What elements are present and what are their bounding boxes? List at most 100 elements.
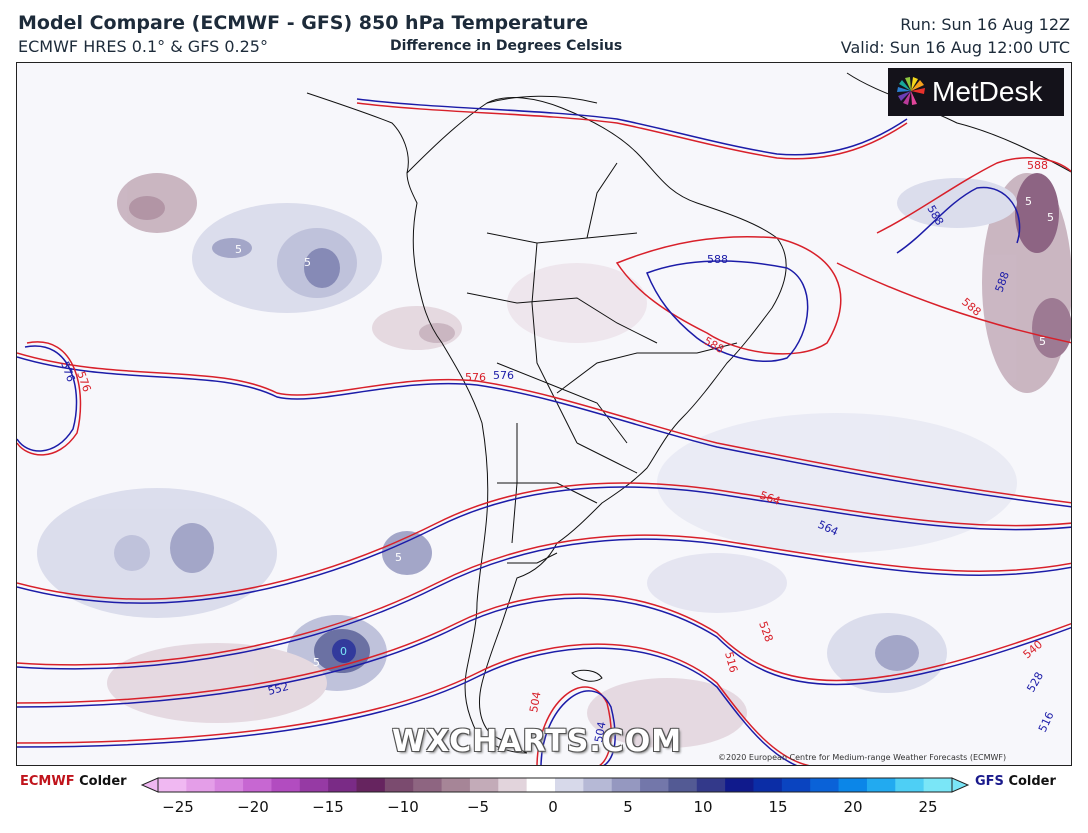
shading-blob — [170, 523, 214, 573]
colorbar-cell — [328, 778, 357, 792]
contour-label: 5 — [1047, 211, 1054, 224]
contour-label: 576 — [493, 369, 514, 382]
coastlines — [306, 72, 1071, 754]
country-border — [497, 482, 598, 504]
contour-label: 576 — [58, 360, 77, 384]
contour-label: 588 — [959, 295, 983, 318]
colorbar-cell — [384, 778, 414, 792]
contour-north-gfs — [356, 98, 908, 156]
contour-label: 0 — [340, 645, 347, 658]
contour-label: 576 — [74, 370, 93, 394]
country-border — [556, 342, 738, 394]
colorbar-tick-label: 10 — [693, 798, 713, 816]
legend-ecmwf-model: ECMWF — [20, 774, 75, 789]
colorbar-right-arrow — [951, 777, 970, 793]
contour-label: 5 — [235, 243, 242, 256]
logo-text: MetDesk — [932, 76, 1043, 107]
colorbar-tick-label: 0 — [548, 798, 558, 816]
contour-576-loop-gfs — [17, 345, 78, 452]
contour-564-ecmwf — [17, 482, 1071, 600]
shading-blob — [212, 238, 252, 258]
country-border — [496, 362, 628, 444]
model-subtitle: ECMWF HRES 0.1° & GFS 0.25° — [18, 37, 268, 56]
shading-blob — [507, 263, 647, 343]
header: Model Compare (ECMWF - GFS) 850 hPa Temp… — [0, 0, 1088, 62]
contour-576-loop-ecmwf — [17, 341, 82, 456]
contour-504-gfs — [540, 690, 616, 765]
shading-blob — [1032, 298, 1071, 358]
metdesk-logo-icon — [897, 77, 925, 105]
colorbar-cell — [413, 778, 443, 792]
country-border — [531, 242, 578, 444]
contour-label: 5 — [395, 551, 402, 564]
colorbar-tick-label: −15 — [312, 798, 344, 816]
colorbar-cell — [498, 778, 528, 792]
map-canvas: 576 576 576 576 588 588 588 588 588 588 … — [17, 72, 1071, 765]
colorbar-cell — [810, 778, 840, 792]
colorbar-cell — [583, 778, 613, 792]
colorbar-tick-label: −5 — [466, 798, 490, 816]
colorbar — [140, 777, 970, 793]
country-border — [486, 232, 638, 244]
colorbar-cell — [214, 778, 244, 792]
colorbar-cell — [696, 778, 726, 792]
legend-right-label: GFS Colder — [975, 774, 1056, 789]
shading-blob — [897, 178, 1017, 228]
shading-blob — [647, 553, 787, 613]
shading-blob — [107, 643, 327, 723]
shading-blob — [114, 535, 150, 571]
contour-528-gfs — [17, 647, 798, 765]
contour-540-ecmwf — [17, 593, 1071, 704]
contour-label: 5 — [1025, 195, 1032, 208]
country-border — [576, 442, 638, 474]
contour-label: 528 — [1024, 670, 1046, 695]
shading-blob — [875, 635, 919, 671]
contour-576-gfs — [17, 356, 1071, 508]
contour-label: 504 — [592, 721, 608, 744]
colorbar-tick-label: −20 — [237, 798, 269, 816]
contour-label: 516 — [1036, 710, 1057, 735]
colorbar-cell — [243, 778, 272, 792]
copyright-note: ©2020 European Centre for Medium-range W… — [718, 753, 1007, 762]
shading-blob — [419, 323, 455, 343]
country-border — [586, 162, 618, 239]
africa-coast — [846, 72, 1071, 173]
contour-588-east-ecmwf — [836, 262, 1071, 344]
shading-blob — [304, 248, 340, 288]
contour-north-ecmwf — [356, 102, 908, 160]
country-border — [466, 292, 658, 344]
colorbar-tick-label: 15 — [768, 798, 788, 816]
contour-576-ecmwf — [17, 352, 1071, 504]
shading-blob — [129, 196, 165, 220]
contour-label: 504 — [527, 691, 543, 714]
contour-label: 5 — [313, 656, 320, 669]
contour-label: 516 — [722, 650, 740, 674]
caribbean-coast — [486, 95, 598, 104]
falklands-coast — [571, 669, 603, 682]
difference-shading — [37, 173, 1071, 748]
contour-588-north-gfs — [896, 186, 1021, 254]
contours — [17, 98, 1071, 765]
colorbar-cell — [441, 778, 471, 792]
colorbar-cell — [866, 778, 896, 792]
metdesk-logo: MetDesk — [888, 68, 1064, 116]
contour-588-gfs — [646, 260, 809, 362]
shading-blob — [382, 531, 432, 575]
colorbar-cell — [611, 778, 641, 792]
contour-label: 5 — [304, 256, 311, 269]
valid-time: Valid: Sun 16 Aug 12:00 UTC — [840, 38, 1070, 57]
country-border — [507, 552, 558, 564]
contour-label: 528 — [756, 620, 775, 644]
colorbar-tick-label: −25 — [162, 798, 194, 816]
colorbar-left-arrow — [140, 777, 159, 793]
contour-540-gfs — [17, 597, 1071, 708]
shading-blob — [657, 413, 1017, 553]
contour-552-gfs — [17, 538, 1071, 670]
colorbar-cell — [753, 778, 783, 792]
colorbar-cell — [158, 778, 187, 792]
colorbar-tick-label: 20 — [843, 798, 863, 816]
colorbar-cell — [923, 778, 953, 792]
colorbar-cell — [356, 778, 386, 792]
colorbar-cell — [668, 778, 698, 792]
contour-labels: 576 576 576 576 588 588 588 588 588 588 … — [58, 159, 1056, 744]
